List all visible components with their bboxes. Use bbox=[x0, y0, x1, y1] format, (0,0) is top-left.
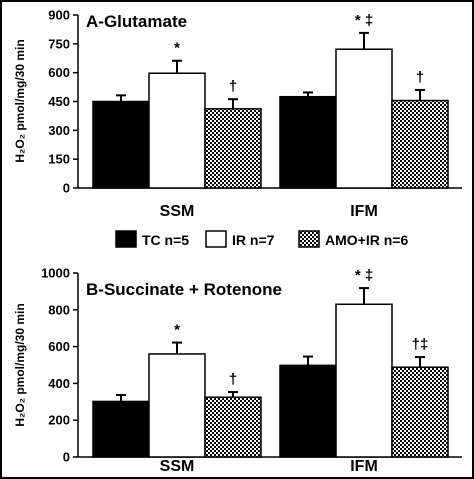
panel-b-significance-label: * bbox=[174, 322, 180, 339]
panel-a-significance-label: † bbox=[416, 69, 424, 86]
panel-b-significance-label: † bbox=[229, 371, 237, 388]
panel-a-category-label-ifm: IFM bbox=[350, 203, 378, 220]
legend-swatch-ir bbox=[205, 230, 227, 248]
panel-a-title: A-Glutamate bbox=[86, 12, 187, 31]
panel-a-bar-ir-ifm bbox=[335, 48, 393, 189]
panel-a-bar-amo-ir-ifm bbox=[391, 99, 449, 189]
panel-a-bar-tc-ssm bbox=[92, 100, 150, 189]
panel-b-y-tick-label: 1000 bbox=[41, 266, 70, 281]
panel-b-y-tick-label: 800 bbox=[48, 302, 70, 317]
legend-label-amo-ir: AMO+IR n=6 bbox=[325, 232, 408, 248]
legend-label-tc: TC n=5 bbox=[142, 232, 189, 248]
panel-b-bar-tc-ifm bbox=[279, 364, 337, 458]
panel-a-category-label-ssm: SSM bbox=[160, 203, 195, 220]
panel-a-bar-ir-ssm bbox=[148, 72, 206, 189]
panel-a-y-tick-label: 0 bbox=[63, 181, 70, 196]
panel-a-bar-tc-ifm bbox=[279, 95, 337, 189]
panel-b-significance-label: †‡ bbox=[412, 336, 429, 353]
legend-swatch-tc bbox=[115, 230, 137, 248]
panel-b-y-tick-label: 200 bbox=[48, 413, 70, 428]
panel-b-bar-tc-ssm bbox=[92, 400, 150, 458]
panel-a-y-tick-label: 300 bbox=[48, 123, 70, 138]
panel-b-y-tick-label: 400 bbox=[48, 376, 70, 391]
panel-b-y-axis-label: H₂O₂ pmol/mg/30 min bbox=[13, 303, 27, 426]
panel-b-y-tick-label: 0 bbox=[63, 450, 70, 465]
panel-b: 0 200 400 600 800 1000 B-Succinate + Rotenone H… bbox=[13, 266, 462, 475]
panel-a: 0 150 300 450 600 750 900 A-Glutamate H₂O₂ pmol/… bbox=[13, 8, 462, 220]
legend: TC n=5 IR n=7 AMO+IR n=6 bbox=[115, 230, 408, 248]
panel-a-y-tick-label: 600 bbox=[48, 65, 70, 80]
panel-b-category-label-ifm: IFM bbox=[350, 458, 378, 475]
panel-a-y-tick-label: 450 bbox=[48, 94, 70, 109]
panel-a-significance-label: * bbox=[174, 40, 180, 57]
panel-a-y-axis-label: H₂O₂ pmol/mg/30 min bbox=[13, 39, 27, 162]
panel-b-significance-label: * ‡ bbox=[355, 267, 373, 284]
panel-a-y-tick-label: 900 bbox=[48, 8, 70, 23]
panel-b-category-label-ssm: SSM bbox=[160, 458, 195, 475]
panel-b-y-tick-label: 600 bbox=[48, 339, 70, 354]
panel-b-title: B-Succinate + Rotenone bbox=[86, 280, 282, 299]
panel-a-significance-label: † bbox=[229, 78, 237, 95]
panel-a-y-tick-label: 150 bbox=[48, 152, 70, 167]
legend-swatch-amo-ir bbox=[298, 230, 320, 248]
panel-b-bar-amo-ir-ssm bbox=[204, 396, 262, 458]
panel-b-bar-ir-ssm bbox=[148, 353, 206, 458]
legend-label-ir: IR n=7 bbox=[232, 232, 275, 248]
panel-a-bar-amo-ir-ssm bbox=[204, 108, 262, 189]
panel-b-bar-ir-ifm bbox=[335, 303, 393, 458]
panel-a-y-tick-label: 750 bbox=[48, 36, 70, 51]
panel-a-significance-label: * ‡ bbox=[355, 12, 373, 29]
panel-b-bar-amo-ir-ifm bbox=[391, 366, 449, 458]
